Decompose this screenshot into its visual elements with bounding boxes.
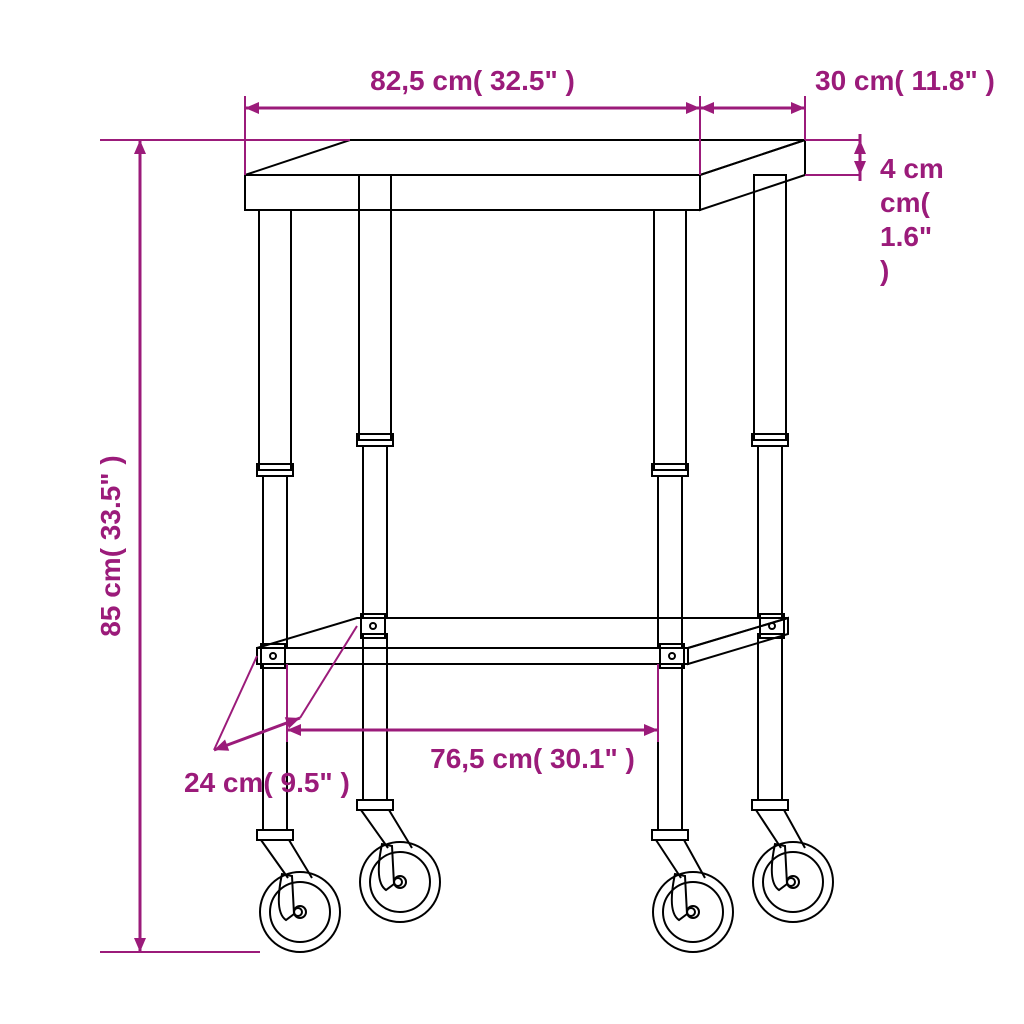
dim-top-depth: 30 cm( 11.8" ): [815, 65, 995, 96]
dim-top-width: 82,5 cm( 32.5" ): [370, 65, 575, 96]
dimension-annotations: 82,5 cm( 32.5" ) 30 cm( 11.8" ) 4 cmcm( 1.…: [95, 65, 995, 952]
dim-thick-in: 1.6": [880, 221, 932, 252]
dim-shelf-width: 76,5 cm( 30.1" ): [430, 743, 635, 774]
dim-shelf-depth: 24 cm( 9.5" ): [184, 767, 350, 798]
dim-thick-cm: 4 cm: [880, 153, 944, 184]
dim-label: ): [880, 255, 889, 286]
product-drawing: [245, 140, 833, 952]
dim-label: cm(: [880, 187, 930, 218]
dim-height: 85 cm( 33.5" ): [95, 455, 126, 636]
